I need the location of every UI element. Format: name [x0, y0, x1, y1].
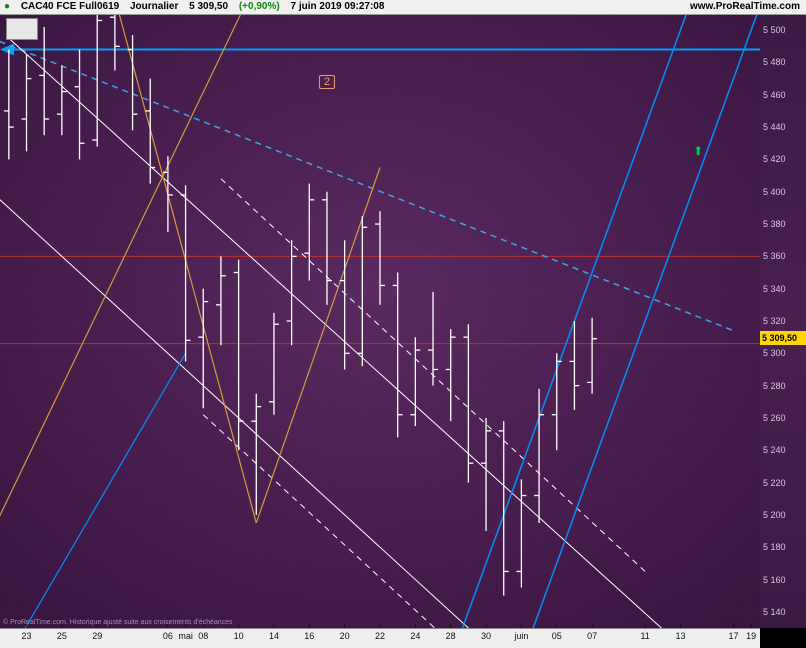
y-tick-label: 5 400 — [763, 187, 786, 197]
x-tick-label: 11 — [640, 631, 649, 641]
x-tick-label: 07 — [587, 631, 597, 641]
y-tick-label: 5 180 — [763, 542, 786, 552]
chart-root: ● CAC40 FCE Full0619 Journalier 5 309,50… — [0, 0, 806, 648]
y-tick-label: 5 480 — [763, 57, 786, 67]
x-tick-label: 20 — [340, 631, 350, 641]
x-tick-label: 29 — [92, 631, 102, 641]
y-tick-label: 5 460 — [763, 90, 786, 100]
timeframe-label: Journalier — [126, 0, 182, 14]
x-tick-label: 22 — [375, 631, 385, 641]
y-tick-label: 5 440 — [763, 122, 786, 132]
wave-count-label: 2 — [319, 75, 335, 89]
toolbar-box[interactable] — [6, 18, 38, 40]
y-tick-label: 5 420 — [763, 154, 786, 164]
y-tick-label: 5 380 — [763, 219, 786, 229]
x-tick-label: mai — [178, 631, 193, 641]
up-arrow-icon: ⬆ — [693, 144, 703, 158]
y-tick-label: 5 360 — [763, 251, 786, 261]
watermark-label: www.ProRealTime.com — [690, 0, 800, 14]
x-tick-label: 16 — [304, 631, 314, 641]
y-tick-label: 5 200 — [763, 510, 786, 520]
y-tick-label: 5 280 — [763, 381, 786, 391]
y-tick-label: 5 240 — [763, 445, 786, 455]
x-tick-label: 08 — [198, 631, 208, 641]
x-tick-label: 30 — [481, 631, 491, 641]
y-tick-label: 5 220 — [763, 478, 786, 488]
x-tick-label: 05 — [552, 631, 562, 641]
y-tick-label: 5 500 — [763, 25, 786, 35]
y-tick-label: 5 340 — [763, 284, 786, 294]
chart-header: ● CAC40 FCE Full0619 Journalier 5 309,50… — [0, 0, 806, 15]
y-axis: 5 309,50 5 140 5 160 5 180 5 200 5 220 5 240 5… — [760, 14, 806, 628]
y-tick-label: 5 260 — [763, 413, 786, 423]
x-axis: 23 25 29 06 mai 08 10 14 16 20 22 24 28 30 juin 05 07 11 1… — [0, 628, 760, 648]
current-price-tag: 5 309,50 — [760, 331, 806, 345]
status-dot-icon: ● — [0, 0, 14, 14]
x-tick-label: 25 — [57, 631, 67, 641]
chart-svg — [0, 14, 760, 628]
timestamp-label: 7 juin 2019 09:27:08 — [286, 0, 388, 14]
y-tick-label: 5 320 — [763, 316, 786, 326]
x-tick-label: 19 — [746, 631, 756, 641]
chart-plot-area[interactable] — [0, 14, 760, 628]
x-tick-label: 23 — [21, 631, 31, 641]
x-tick-label: 10 — [234, 631, 244, 641]
x-tick-label: 17 — [728, 631, 738, 641]
x-tick-label: 24 — [410, 631, 420, 641]
copyright-label: © ProRealTime.com. Historique ajusté sui… — [3, 619, 233, 626]
x-tick-label: 13 — [675, 631, 685, 641]
y-tick-label: 5 160 — [763, 575, 786, 585]
x-tick-label: 06 — [163, 631, 173, 641]
price-label: 5 309,50 — [185, 0, 232, 14]
y-tick-label: 5 300 — [763, 348, 786, 358]
x-tick-label: 14 — [269, 631, 279, 641]
symbol-label: CAC40 FCE Full0619 — [17, 0, 123, 14]
x-tick-label: juin — [514, 631, 528, 641]
y-tick-label: 5 140 — [763, 607, 786, 617]
x-tick-label: 28 — [446, 631, 456, 641]
change-label: (+0,90%) — [235, 0, 284, 14]
